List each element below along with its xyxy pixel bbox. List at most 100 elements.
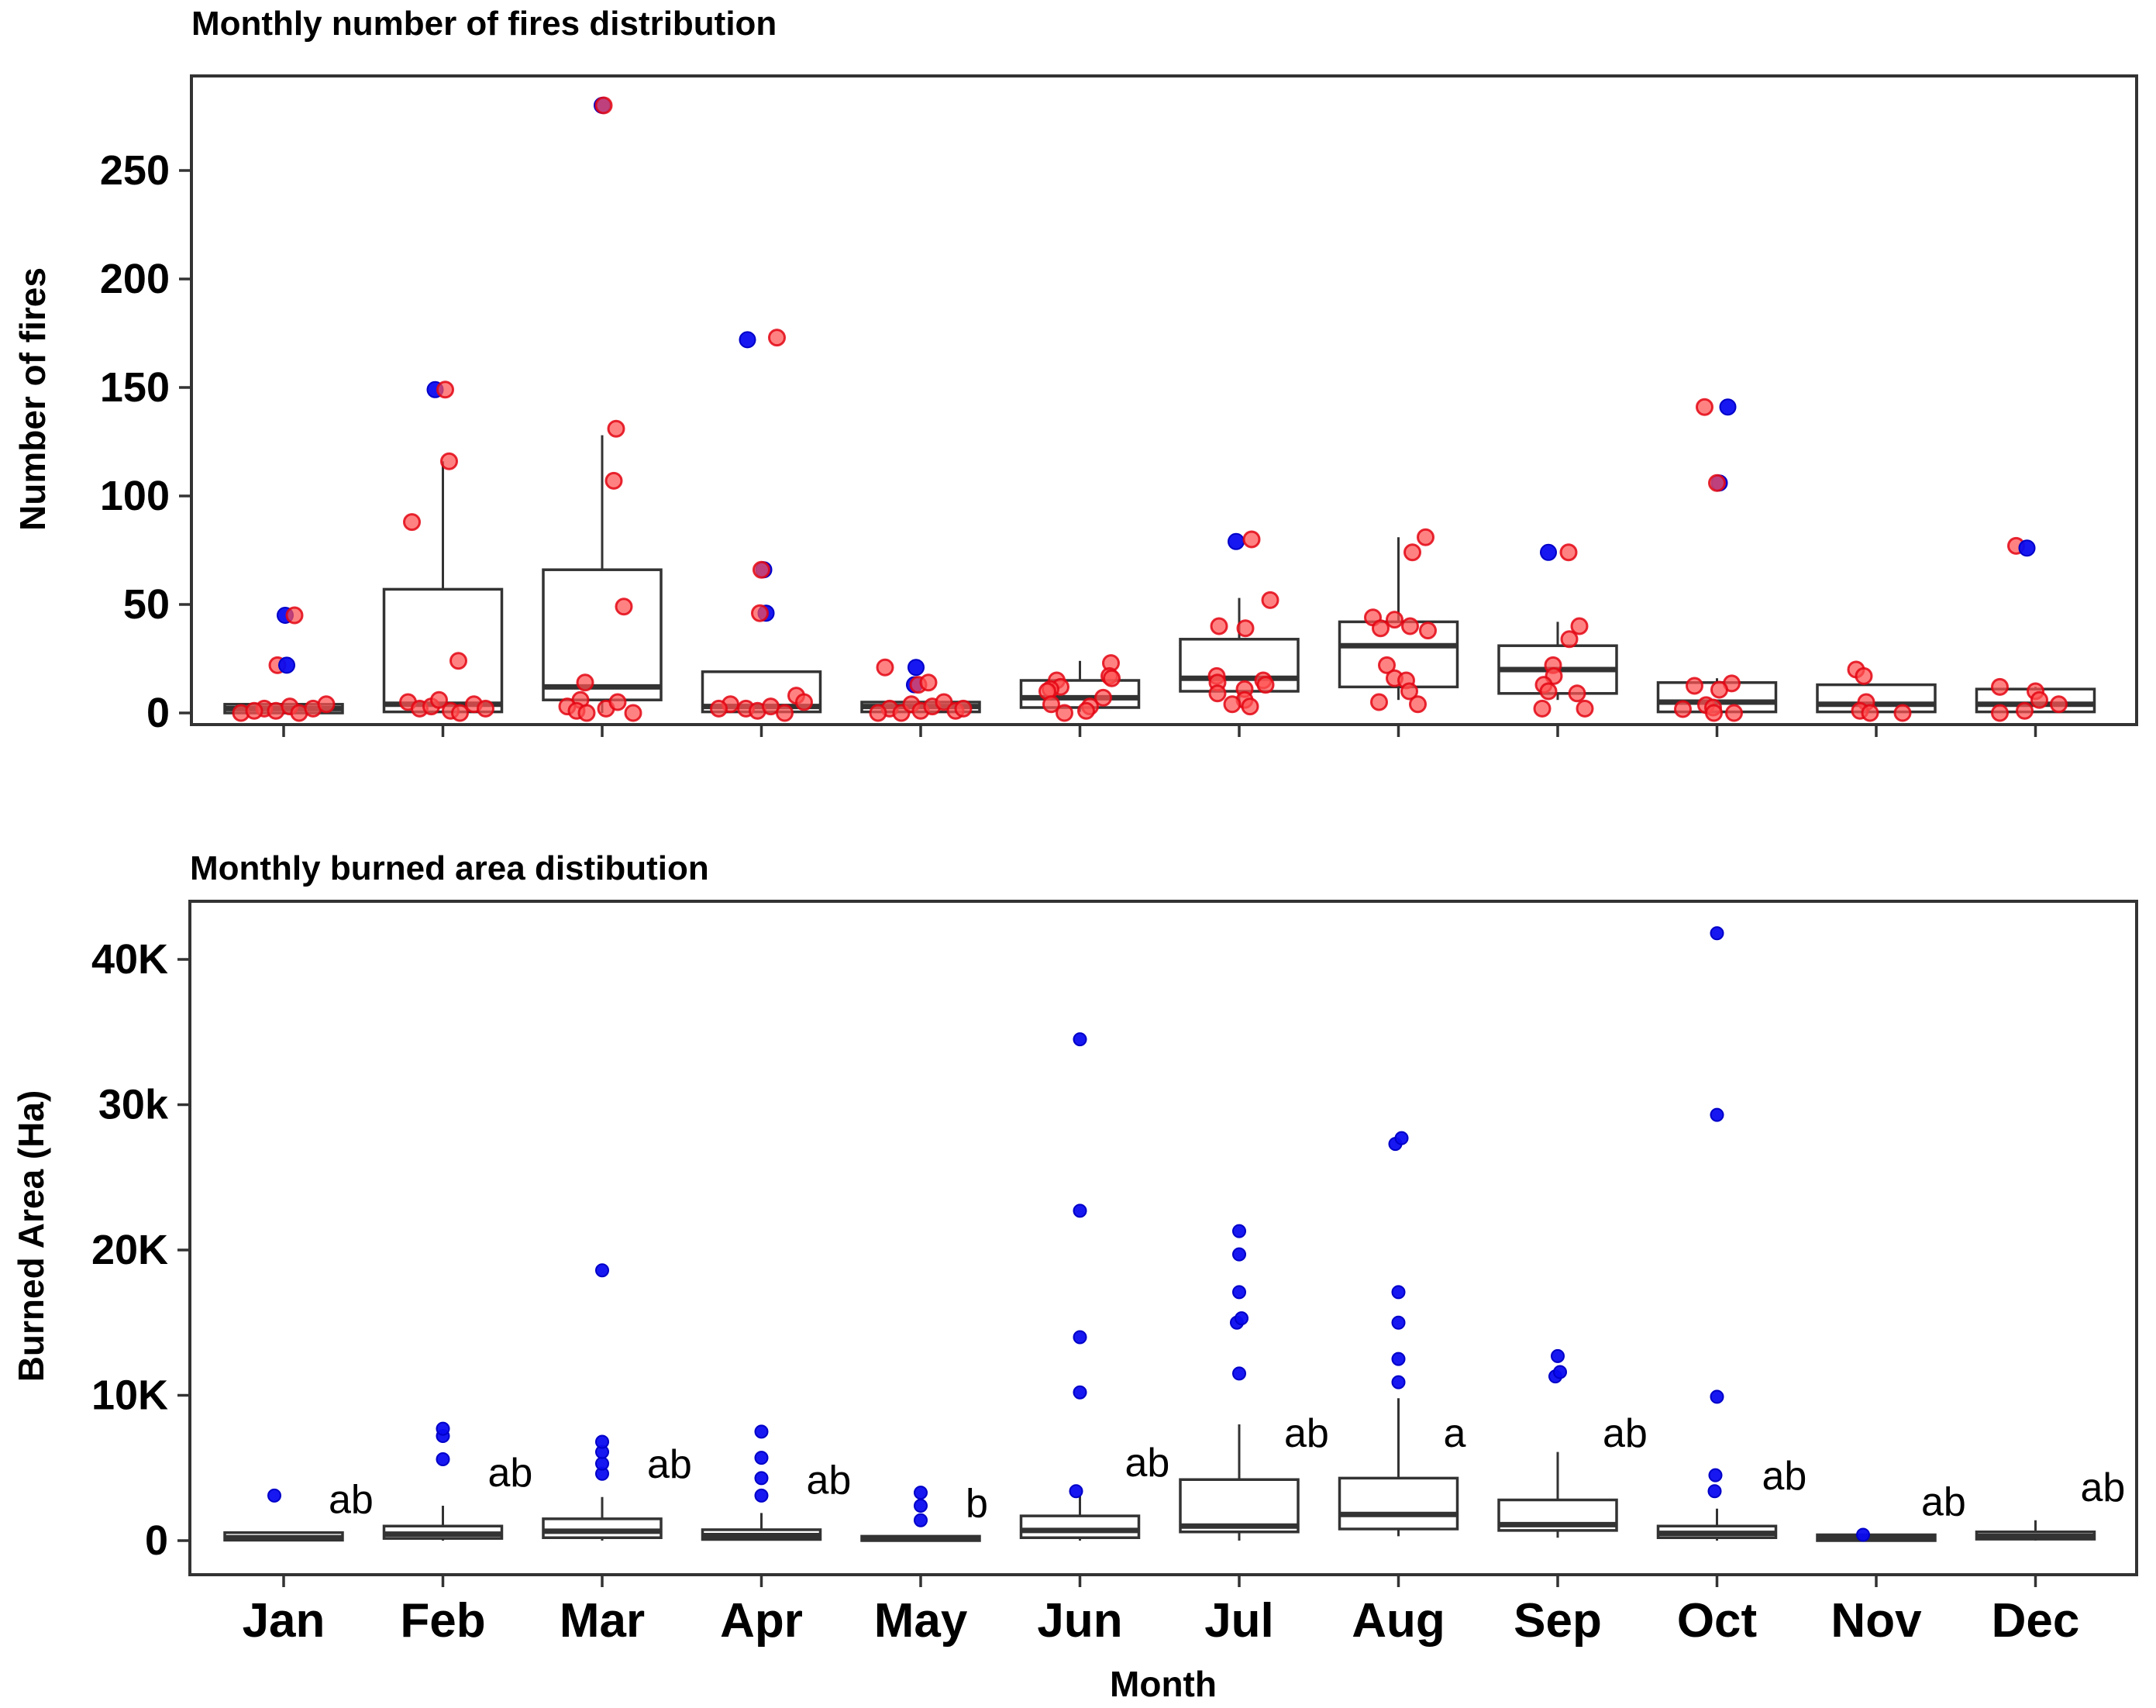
significance-letter: b [966,1481,988,1526]
data-point-red [1674,700,1692,718]
data-point-red [430,690,448,709]
data-point-red [451,704,469,722]
y-tick-label: 20K [91,1227,168,1273]
significance-letter: ab [1921,1480,1966,1525]
data-point-blue [1391,1352,1406,1366]
data-point-red [1401,617,1419,635]
data-point-red [869,704,887,722]
data-point-red [1725,704,1743,722]
bottom-y-axis-title: Burned Area (Ha) [11,1090,51,1383]
data-point-red [751,604,769,622]
y-tick-label: 150 [100,364,170,411]
data-point-red [1861,704,1879,722]
y-tick-label: 30k [98,1082,169,1128]
data-point-blue [1394,1131,1409,1145]
data-point-red [1372,619,1390,638]
data-point-blue [1710,1107,1724,1122]
boxplot-box [382,587,504,714]
data-point-red [440,452,458,470]
data-point-blue [1073,1204,1087,1218]
significance-letter: ab [647,1442,692,1487]
month-label: Aug [1352,1594,1445,1648]
data-point-red [1893,704,1912,722]
data-point-blue [2018,539,2036,557]
data-point-red [1208,684,1227,703]
data-point-red [1991,677,2009,696]
data-point-blue [908,659,925,677]
data-point-red [1570,617,1589,635]
data-point-red [1560,630,1579,649]
data-point-blue [1232,1224,1246,1238]
data-point-blue [267,1488,281,1503]
significance-letter: ab [2081,1465,2126,1510]
data-point-red [615,597,633,616]
data-point-blue [1073,1032,1087,1047]
data-point-red [1386,611,1403,629]
data-point-red [1576,699,1594,718]
data-point-red [1403,543,1421,562]
data-point-red [436,381,454,399]
bottom-chart-title: Monthly burned area distibution [190,849,709,887]
data-point-blue [278,656,295,674]
data-point-red [604,471,623,490]
data-point-blue [1540,543,1557,561]
y-tick-label: 10K [91,1372,168,1419]
data-point-red [1708,473,1726,492]
data-point-red [576,673,594,692]
month-label: Jul [1204,1594,1274,1648]
y-tick-label: 100 [100,473,170,519]
data-point-red [1210,617,1228,635]
data-point-red [1370,693,1388,711]
data-point-red [1056,704,1073,722]
data-point-red [1568,684,1586,703]
data-point-blue [1707,1484,1722,1499]
data-point-red [1256,676,1275,694]
boxplot-box [1019,1514,1141,1539]
data-point-blue [914,1499,928,1513]
data-point-red [1223,695,1242,714]
data-point-red [1855,666,1873,685]
top-chart-title: Monthly number of fires distribution [191,5,777,43]
data-point-red [1559,543,1578,562]
data-point-blue [1073,1385,1087,1400]
data-point-blue [1719,398,1737,416]
data-point-blue [1232,1247,1246,1262]
month-label: Feb [400,1594,485,1648]
data-point-blue [595,1434,609,1449]
data-point-blue [1551,1348,1565,1363]
month-label: Dec [1992,1594,2080,1648]
data-point-red [1242,530,1261,549]
x-axis-title: Month [1110,1664,1217,1704]
data-point-red [608,693,627,711]
y-tick-label: 250 [100,147,170,194]
month-label: Nov [1831,1594,1922,1648]
y-tick-label: 200 [100,256,170,302]
data-point-blue [1710,1389,1724,1404]
data-point-red [753,560,770,579]
data-point-red [1539,682,1558,701]
month-label: Apr [720,1594,803,1648]
data-point-red [876,658,894,677]
boxplot-box [1338,1476,1459,1531]
data-point-red [1710,680,1728,699]
month-label: Jan [243,1594,325,1648]
data-point-red [2050,695,2068,714]
y-tick-label: 50 [123,581,170,628]
plot-border [188,900,2138,1576]
data-point-red [577,704,596,722]
data-point-blue [754,1488,769,1503]
significance-letter: ab [807,1458,852,1503]
data-point-blue [1235,1311,1248,1326]
significance-letter: a [1444,1411,1466,1456]
data-point-red [1077,701,1095,720]
data-point-red [919,673,938,692]
data-point-red [1094,688,1112,707]
data-point-blue [1232,1366,1246,1381]
data-point-blue [1073,1330,1087,1345]
data-point-blue [1232,1285,1246,1300]
data-point-red [477,699,494,718]
data-point-blue [1228,532,1245,550]
boxplot-box [1179,1478,1300,1534]
